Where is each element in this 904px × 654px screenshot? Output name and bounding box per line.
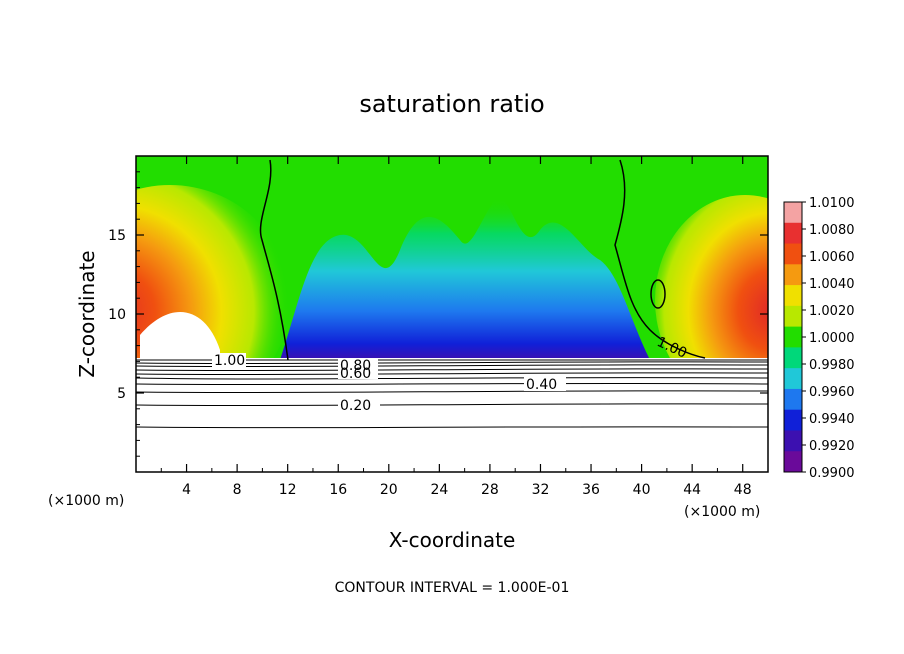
x-tick-label: 8 <box>233 482 242 498</box>
colorbar-label: 0.9980 <box>809 358 855 373</box>
contour-label: 0.40 <box>526 377 557 393</box>
colorbar-label: 1.0100 <box>809 196 855 211</box>
x-tick-label: 4 <box>182 482 191 498</box>
colorbar-swatch <box>784 388 802 411</box>
x-tick-label: 48 <box>734 482 752 498</box>
x-tick-label: 36 <box>582 482 600 498</box>
contour-labels: 1.00 1.00 0.80 0.60 0.40 0.20 <box>212 334 689 414</box>
colorbar-label: 1.0000 <box>809 331 855 346</box>
x-tick-label: 32 <box>532 482 550 498</box>
colorbar-label: 0.9920 <box>809 439 855 454</box>
contour-1.00-closed <box>650 279 666 309</box>
contour-label: 0.60 <box>340 366 371 382</box>
y-tick-label: 10 <box>108 307 126 323</box>
colorbar-swatch <box>784 430 802 452</box>
colorbar-label: 1.0020 <box>809 304 855 319</box>
x-unit-right: (×1000 m) <box>684 504 760 520</box>
colorbar-label: 0.9940 <box>809 412 855 427</box>
colorbar-label: 1.0040 <box>809 277 855 292</box>
colorbar: 1.0100 1.0080 1.0060 1.0040 1.0020 1.0000 0.99… <box>783 196 855 481</box>
subsaturated-region <box>280 197 650 360</box>
colorbar-swatch <box>784 222 802 245</box>
colorbar-swatch <box>784 326 802 348</box>
colorbar-swatch <box>784 305 802 328</box>
contour-label: 0.20 <box>340 398 371 414</box>
x-tick-label: 40 <box>633 482 651 498</box>
contour-label: 0.80 <box>340 358 371 374</box>
contour-interval-note: CONTOUR INTERVAL = 1.000E-01 <box>335 580 570 596</box>
colorbar-swatch <box>784 409 802 431</box>
chart-title: saturation ratio <box>359 90 544 118</box>
colorbar-label: 0.9960 <box>809 385 855 400</box>
colorbar-swatch <box>784 347 802 369</box>
right-supersaturated-region <box>655 195 768 405</box>
colorbar-swatch <box>784 368 802 390</box>
x-tick-label: 16 <box>329 482 347 498</box>
x-axis: 4 8 12 16 20 24 28 32 36 40 44 48 <box>160 156 752 498</box>
contour-label: 1.00 <box>214 353 245 369</box>
colorbar-swatch <box>784 264 802 286</box>
y-tick-label: 5 <box>117 386 126 402</box>
colorbar-label: 1.0080 <box>809 223 855 238</box>
left-white-hole <box>140 312 220 362</box>
y-tick-label: 15 <box>108 228 126 244</box>
y-axis-label: Z-coordinate <box>75 250 99 377</box>
x-tick-label: 44 <box>683 482 701 498</box>
contour-1.00-left <box>259 159 289 361</box>
x-tick-label: 24 <box>430 482 448 498</box>
x-tick-label: 12 <box>279 482 297 498</box>
x-tick-label: 28 <box>481 482 499 498</box>
lower-white-region <box>136 358 768 472</box>
contour-1.00-right <box>614 159 706 359</box>
colorbar-swatch <box>784 243 802 265</box>
x-axis-label: X-coordinate <box>389 528 516 552</box>
x-unit-left: (×1000 m) <box>48 493 124 509</box>
colorbar-swatch <box>784 451 802 473</box>
colorbar-label: 0.9900 <box>809 466 855 481</box>
colorbar-swatch <box>784 285 802 307</box>
x-tick-label: 20 <box>380 482 398 498</box>
colorbar-swatch <box>784 202 802 224</box>
y-axis: 5 10 15 <box>108 171 768 457</box>
colorbar-label: 1.0060 <box>809 250 855 265</box>
plot-area <box>136 156 768 472</box>
